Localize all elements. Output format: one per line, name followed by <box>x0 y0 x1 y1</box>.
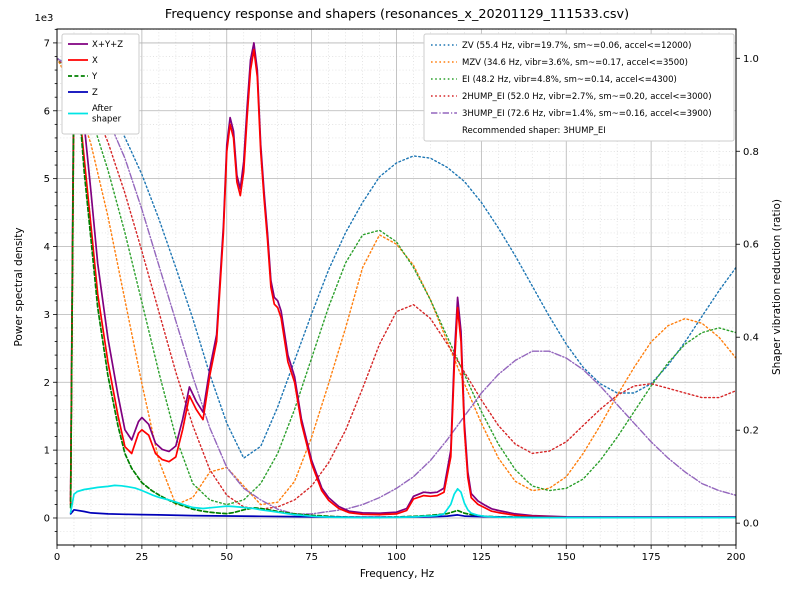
legend-label-x: X <box>92 56 98 66</box>
x-tick-label: 200 <box>726 552 745 563</box>
x-tick-label: 125 <box>472 552 491 563</box>
x-tick-label: 0 <box>54 552 60 563</box>
x-axis-label: Frequency, Hz <box>360 568 435 580</box>
left-y-tick-label: 3 <box>44 310 50 321</box>
x-tick-label: 100 <box>387 552 406 563</box>
left-y-tick-label: 6 <box>44 106 50 117</box>
left-axis-offset-text: 1e3 <box>35 13 54 24</box>
axis-ticks <box>53 28 740 549</box>
right-y-axis-label: Shaper vibration reduction (ratio) <box>771 199 783 375</box>
legend-label-after-shaper: After <box>92 104 113 114</box>
legend-shapers: ZV (55.4 Hz, vibr=19.7%, sm~=0.06, accel… <box>423 33 735 142</box>
x-tick-label: 75 <box>305 552 318 563</box>
x-tick-label: 150 <box>557 552 576 563</box>
shaper-curve-mzv <box>57 57 736 506</box>
left-y-tick-label: 4 <box>44 242 50 253</box>
legend-label-z: Z <box>92 88 98 98</box>
right-y-tick-label: 0.8 <box>743 147 759 158</box>
recommended-shaper-text: Recommended shaper: 3HUMP_EI <box>462 126 606 136</box>
psd-curve-y <box>69 69 736 519</box>
right-y-tick-label: 0.2 <box>743 426 759 437</box>
legend-label-zv: ZV (55.4 Hz, vibr=19.7%, sm~=0.06, accel… <box>462 41 691 51</box>
shaper-curve-ei <box>57 57 736 506</box>
left-y-tick-label: 7 <box>44 38 50 49</box>
psd-curve-x <box>69 48 736 519</box>
shaper-curve-3hump-ei <box>57 57 736 515</box>
x-tick-label: 175 <box>642 552 661 563</box>
legend-label-ei: EI (48.2 Hz, vibr=4.8%, sm~=0.14, accel<… <box>462 75 677 85</box>
legend-label-3hump-ei: 3HUMP_EI (72.6 Hz, vibr=1.4%, sm~=0.16, … <box>462 109 712 119</box>
shaper-curve-zv <box>57 57 736 459</box>
legend-label-after-shaper: shaper <box>92 115 122 125</box>
left-y-tick-label: 2 <box>44 378 50 389</box>
right-y-tick-label: 0.4 <box>743 333 759 344</box>
left-y-tick-label: 5 <box>44 174 50 185</box>
tick-labels: 0 25 50 75 100 125 150 175 200 0 1 2 3 4 5 6 7 0.0 0.2 0.4 0… <box>44 38 759 563</box>
legend-label-y: Y <box>91 72 98 82</box>
legend-psd-frame <box>61 33 140 135</box>
psd-curve-after-shaper <box>69 484 736 519</box>
legend-label-mzv: MZV (34.6 Hz, vibr=3.6%, sm~=0.17, accel… <box>462 58 688 68</box>
right-y-tick-label: 1.0 <box>743 54 759 65</box>
series-layer <box>57 42 736 519</box>
right-y-tick-label: 0.0 <box>743 519 759 530</box>
plot-area: 0 25 50 75 100 125 150 175 200 0 1 2 3 4 5 6 7 0.0 0.2 0.4 0… <box>44 28 759 563</box>
chart-title: Frequency response and shapers (resonanc… <box>165 7 629 22</box>
legend-label-x-plus-y-plus-z: X+Y+Z <box>92 40 123 50</box>
x-tick-label: 25 <box>136 552 149 563</box>
left-y-tick-label: 0 <box>44 513 50 524</box>
x-tick-label: 50 <box>220 552 233 563</box>
legend-shapers-frame <box>423 33 735 142</box>
legend-label-2hump-ei: 2HUMP_EI (52.0 Hz, vibr=2.7%, sm~=0.20, … <box>462 92 712 102</box>
left-y-axis-label: Power spectral density <box>13 227 25 346</box>
right-y-tick-label: 0.6 <box>743 240 759 251</box>
left-y-tick-label: 1 <box>44 446 50 457</box>
psd-curve-z <box>69 508 736 519</box>
